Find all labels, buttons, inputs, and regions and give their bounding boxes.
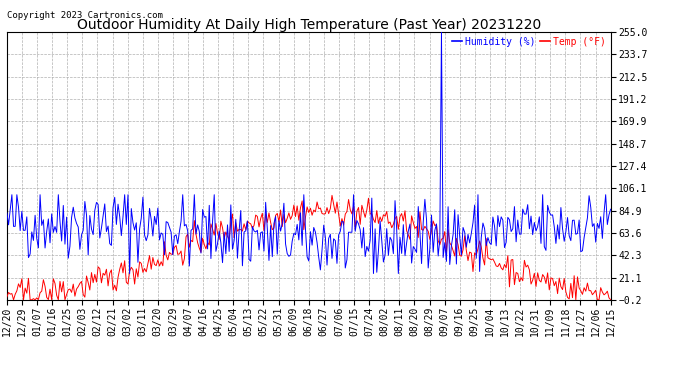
Legend: Humidity (%), Temp (°F): Humidity (%), Temp (°F) (452, 37, 606, 47)
Text: Copyright 2023 Cartronics.com: Copyright 2023 Cartronics.com (7, 11, 163, 20)
Title: Outdoor Humidity At Daily High Temperature (Past Year) 20231220: Outdoor Humidity At Daily High Temperatu… (77, 18, 541, 32)
